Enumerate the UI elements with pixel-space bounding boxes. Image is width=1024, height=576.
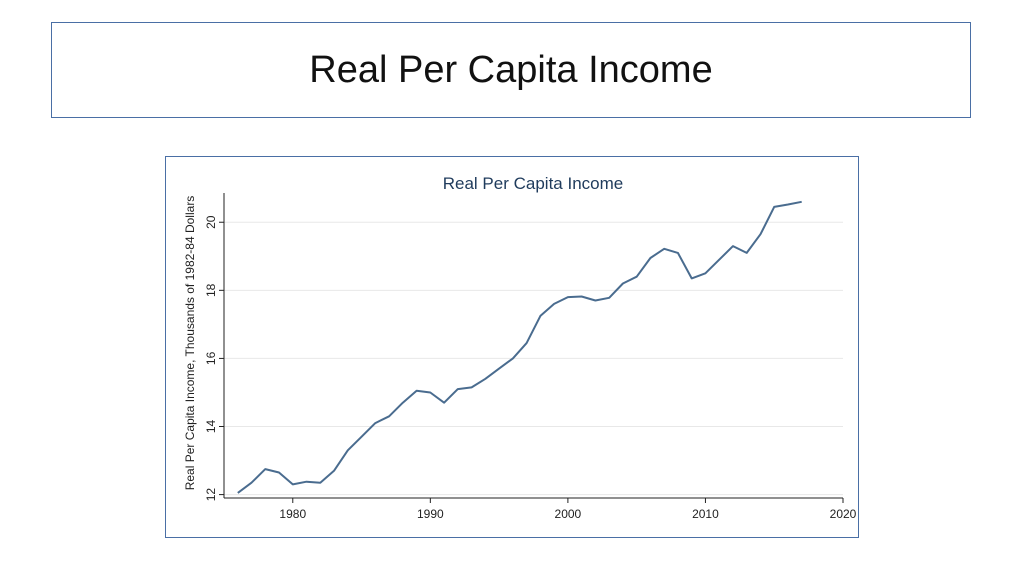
data-point — [567, 296, 569, 298]
data-point — [608, 297, 610, 299]
data-point — [333, 470, 335, 472]
y-tick-label: 14 — [204, 420, 218, 434]
data-point — [746, 252, 748, 254]
data-point — [429, 391, 431, 393]
data-point — [512, 357, 514, 359]
data-point — [581, 295, 583, 297]
data-point — [663, 248, 665, 250]
data-point — [388, 415, 390, 417]
y-tick-label: 20 — [204, 215, 218, 229]
data-point — [622, 283, 624, 285]
data-point — [759, 233, 761, 235]
data-point — [773, 206, 775, 208]
data-point — [801, 201, 803, 203]
data-point — [361, 436, 363, 438]
data-point — [539, 315, 541, 317]
data-point — [471, 386, 473, 388]
data-point — [278, 471, 280, 473]
data-point — [691, 277, 693, 279]
data-point — [649, 257, 651, 259]
data-point — [251, 482, 253, 484]
data-point — [636, 276, 638, 278]
data-point — [553, 303, 555, 305]
data-point — [677, 252, 679, 254]
chart-title: Real Per Capita Income — [443, 174, 623, 193]
chart-frame: Real Per Capita Income Real Per Capita I… — [165, 156, 859, 538]
x-tick-label: 1980 — [279, 507, 306, 521]
x-tick-label: 2020 — [830, 507, 857, 521]
y-tick-label: 12 — [204, 488, 218, 502]
data-point — [594, 300, 596, 302]
data-point — [402, 402, 404, 404]
x-tick-label: 2000 — [555, 507, 582, 521]
data-point — [374, 422, 376, 424]
data-point — [264, 468, 266, 470]
line-chart: Real Per Capita Income Real Per Capita I… — [183, 174, 857, 521]
data-point — [787, 204, 789, 206]
x-tick-label: 2010 — [692, 507, 719, 521]
x-tick-label: 1990 — [417, 507, 444, 521]
data-point — [306, 481, 308, 483]
series-line — [237, 200, 802, 494]
data-point — [704, 272, 706, 274]
y-axis-label: Real Per Capita Income, Thousands of 198… — [183, 196, 197, 491]
data-point — [237, 492, 239, 494]
data-point — [443, 402, 445, 404]
data-point — [484, 378, 486, 380]
data-point — [718, 259, 720, 261]
data-point — [292, 483, 294, 485]
slide-title-box: Real Per Capita Income — [51, 22, 971, 118]
data-point — [732, 245, 734, 247]
y-tick-label: 16 — [204, 351, 218, 365]
data-point — [347, 449, 349, 451]
slide-title: Real Per Capita Income — [309, 48, 713, 91]
data-point — [526, 342, 528, 344]
data-point — [416, 390, 418, 392]
y-tick-label: 18 — [204, 283, 218, 297]
data-point — [498, 368, 500, 370]
data-point — [457, 388, 459, 390]
data-point — [319, 482, 321, 484]
